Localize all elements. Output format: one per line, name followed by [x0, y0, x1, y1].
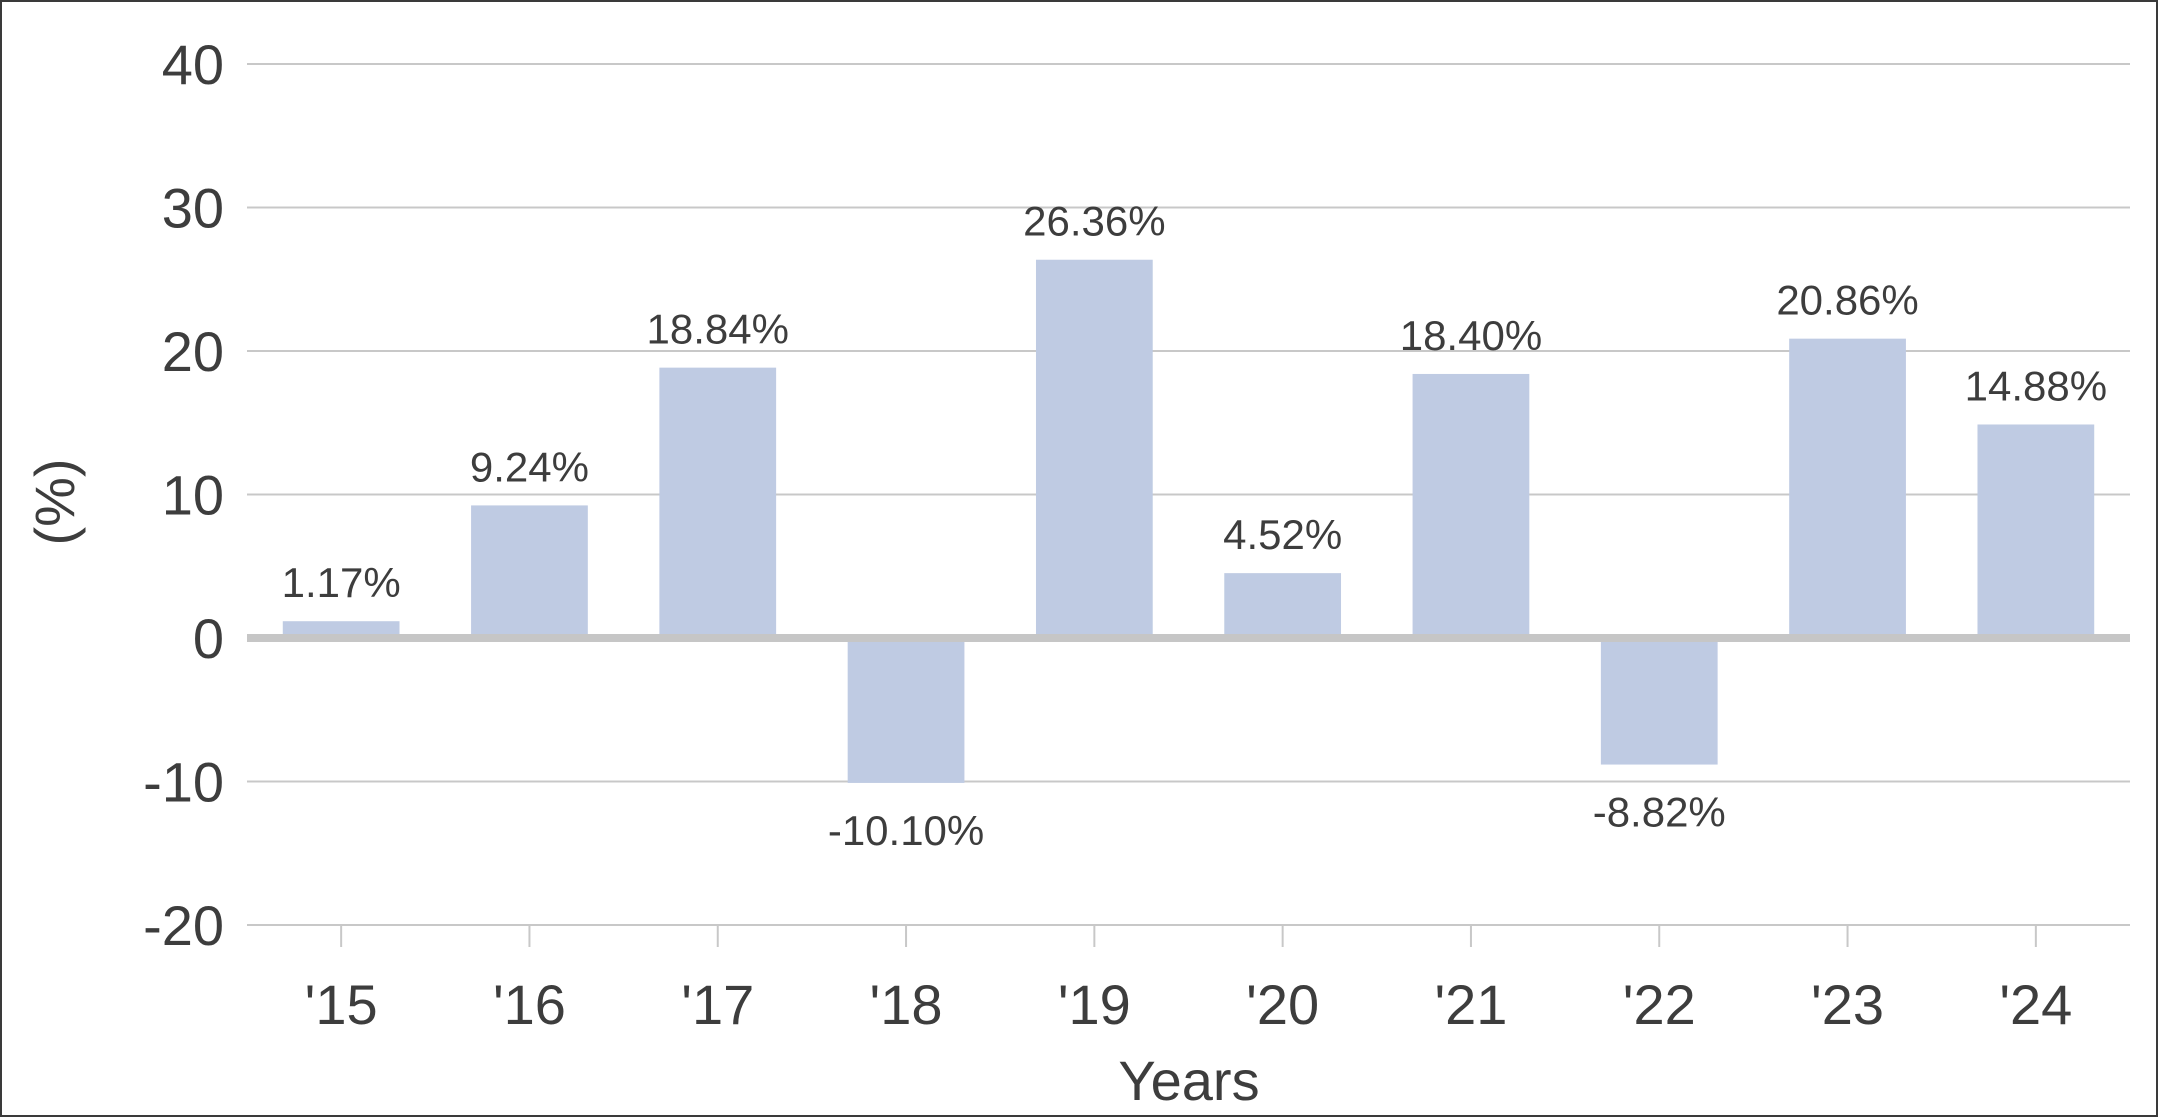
data-label: 9.24%	[470, 443, 589, 490]
data-label: 4.52%	[1223, 511, 1342, 558]
x-axis-label: Years	[1118, 1049, 1259, 1112]
x-tick-label: '17	[681, 973, 754, 1036]
y-tick-label: -10	[143, 751, 224, 814]
grid-lines	[247, 63, 2130, 926]
x-tick-labels: '15 '16 '17 '18 '19 '20 '21 '22 '23 '24	[305, 973, 2073, 1036]
y-tick-label: -20	[143, 894, 224, 957]
data-labels: 1.17% 9.24% 18.84% -10.10% 26.36% 4.52% 18.40%…	[282, 198, 2107, 854]
bar	[1224, 573, 1342, 638]
data-label: -8.82%	[1593, 789, 1726, 836]
data-label: 20.86%	[1776, 277, 1918, 324]
x-tick-label: '16	[493, 973, 566, 1036]
x-tick-label: '21	[1434, 973, 1507, 1036]
y-tick-label: 10	[162, 464, 224, 527]
data-label: 14.88%	[1965, 362, 2107, 409]
x-tick-label: '24	[1999, 973, 2072, 1036]
y-tick-label: 20	[162, 320, 224, 383]
bar	[1600, 638, 1718, 765]
y-tick-label: 0	[193, 607, 224, 670]
data-label: -10.10%	[828, 807, 984, 854]
x-tick-label: '19	[1058, 973, 1131, 1036]
bar	[471, 505, 588, 638]
bar	[1412, 373, 1530, 638]
bars	[282, 259, 2095, 783]
data-label: 1.17%	[282, 559, 401, 606]
data-label: 26.36%	[1023, 198, 1165, 245]
x-tick-label: '23	[1811, 973, 1884, 1036]
y-tick-labels: 40 30 20 10 0 -10 -20	[143, 33, 224, 957]
y-axis-label: (%)	[23, 458, 86, 545]
bar	[659, 367, 777, 638]
bar	[1977, 424, 2095, 638]
y-tick-label: 30	[162, 177, 224, 240]
x-tick-label: '22	[1623, 973, 1696, 1036]
data-label: 18.84%	[647, 306, 789, 353]
bar	[847, 638, 965, 783]
y-tick-label: 40	[162, 33, 224, 96]
x-tick-label: '15	[305, 973, 378, 1036]
x-tick-marks	[340, 925, 2037, 947]
data-label: 18.40%	[1400, 312, 1542, 359]
bar	[282, 621, 400, 638]
x-tick-label: '18	[870, 973, 943, 1036]
bar	[1035, 259, 1153, 638]
x-tick-label: '20	[1246, 973, 1319, 1036]
bar	[1789, 338, 1906, 638]
